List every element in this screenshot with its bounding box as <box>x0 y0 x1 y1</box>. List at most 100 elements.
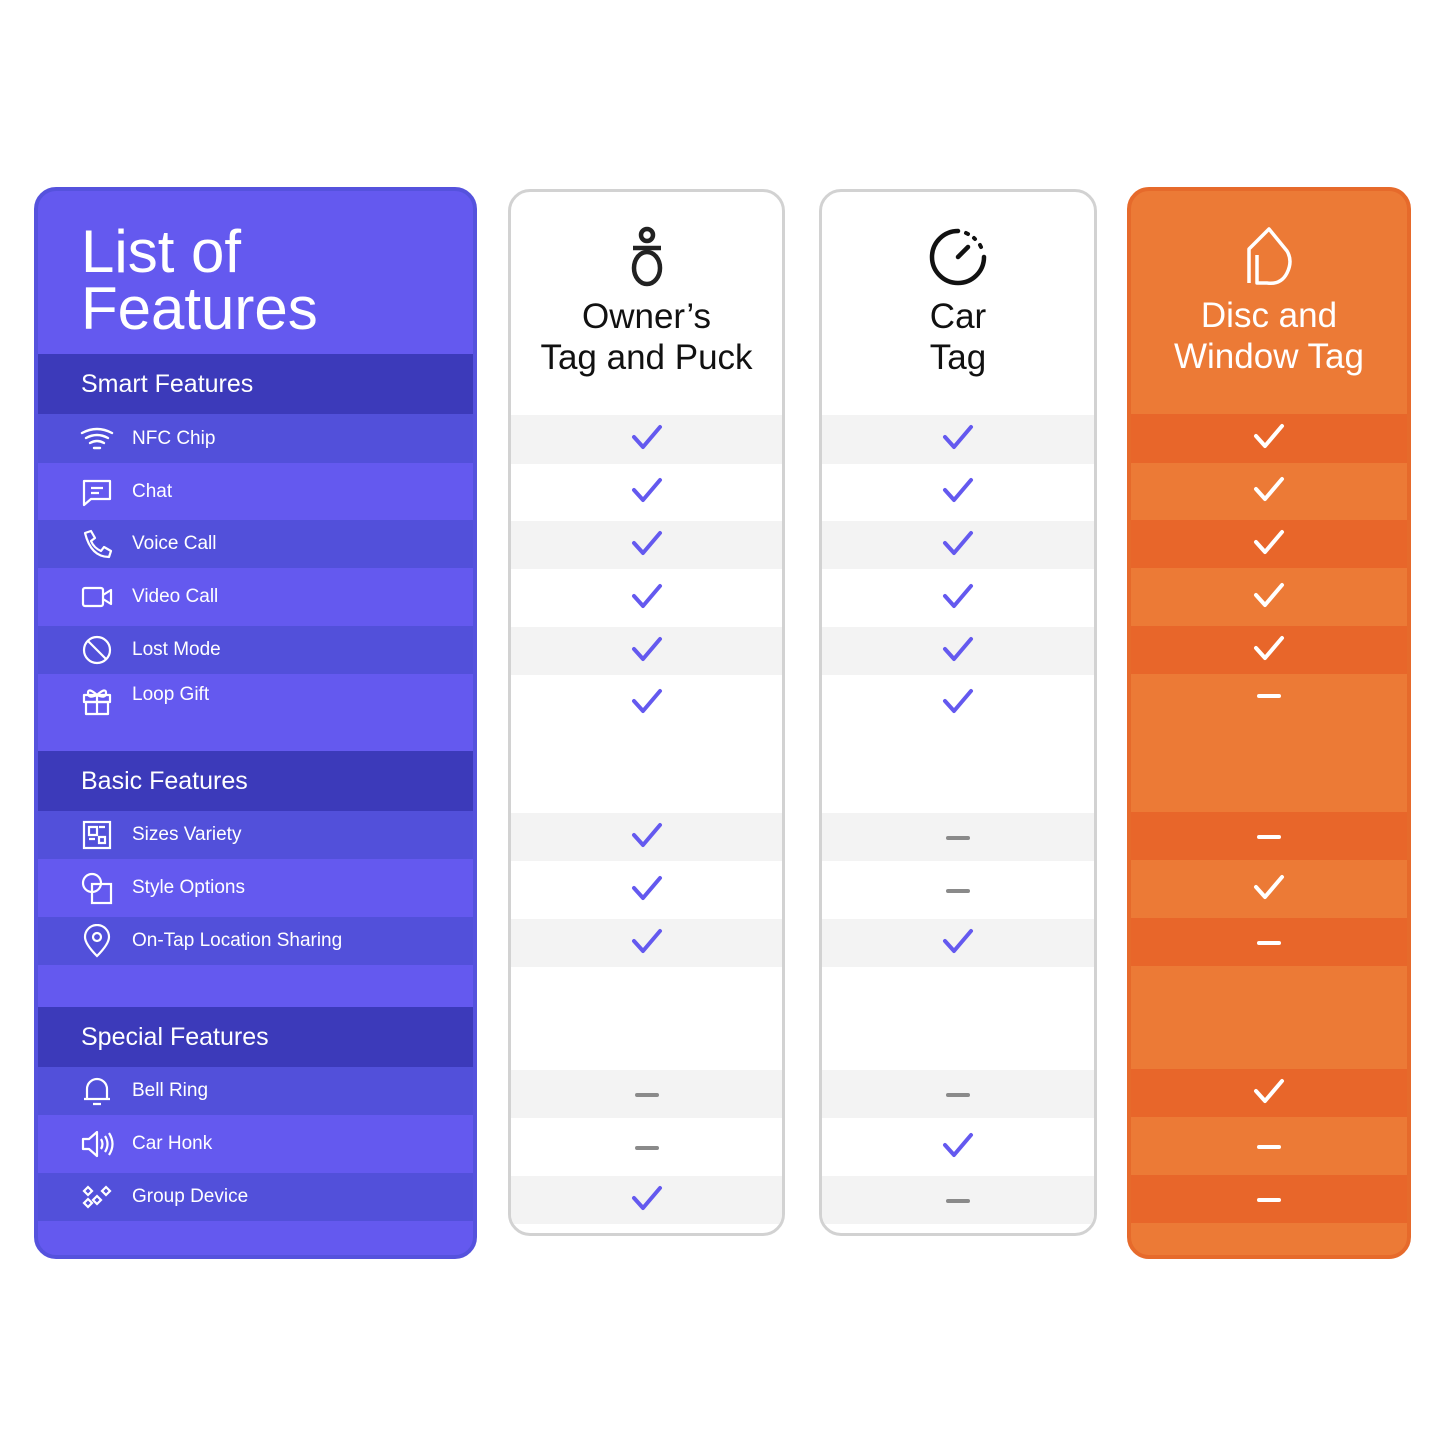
group-device-icon <box>80 1180 114 1214</box>
feature-cell <box>822 675 1094 752</box>
feature-cell <box>822 627 1094 675</box>
feature-cell <box>511 627 782 675</box>
feature-label: NFC Chip <box>132 427 216 449</box>
dash-icon <box>1256 827 1282 845</box>
section-spacer <box>1131 966 1407 1008</box>
section-header-gap <box>511 1009 782 1070</box>
check-icon <box>630 476 664 509</box>
feature-label: Style Options <box>132 877 245 898</box>
speedometer-icon <box>928 226 988 294</box>
product-header: Owner’s Tag and Puck <box>511 192 782 415</box>
gift-icon <box>80 684 114 718</box>
feature-cell <box>1131 520 1407 568</box>
feature-row: Style Options <box>38 859 473 917</box>
section-header-gap <box>822 1009 1094 1070</box>
feature-cell <box>1131 812 1407 860</box>
check-icon <box>1252 1077 1286 1110</box>
product-header: Disc and Window Tag <box>1131 191 1407 414</box>
shapes-icon <box>80 871 114 905</box>
feature-cell <box>1131 1175 1407 1223</box>
feature-cell <box>822 569 1094 627</box>
feature-cell <box>511 813 782 861</box>
feature-label: Group Device <box>132 1186 249 1207</box>
feature-cell <box>511 861 782 919</box>
feature-cell <box>1131 463 1407 520</box>
feature-cell <box>822 1176 1094 1224</box>
check-icon <box>1252 873 1286 906</box>
feature-label: Car Honk <box>132 1133 213 1154</box>
dash-icon <box>945 828 971 846</box>
section-header: Basic Features <box>38 751 473 811</box>
feature-cell <box>1131 626 1407 674</box>
feature-cell <box>511 675 782 752</box>
dash-icon <box>634 1085 660 1103</box>
section-header: Smart Features <box>38 354 473 414</box>
check-icon <box>941 423 975 456</box>
product-name: Car Tag <box>929 297 987 377</box>
dash-icon <box>1256 933 1282 951</box>
feature-cell <box>1131 1069 1407 1117</box>
house-tag-icon <box>1241 225 1297 293</box>
feature-row: On-Tap Location Sharing <box>38 917 473 965</box>
check-icon <box>941 687 975 720</box>
feature-row: Voice Call <box>38 520 473 568</box>
feature-row: Chat <box>38 463 473 520</box>
feature-cell <box>1131 1117 1407 1175</box>
check-icon <box>630 821 664 854</box>
feature-label: Voice Call <box>132 533 217 554</box>
check-icon <box>941 635 975 668</box>
feature-cell <box>1131 414 1407 463</box>
product-header: Car Tag <box>822 192 1094 415</box>
section-spacer <box>38 965 473 1007</box>
feature-cell <box>822 415 1094 464</box>
feature-cell <box>822 813 1094 861</box>
check-icon <box>941 582 975 615</box>
features-column: List of Features Smart Features NFC Chip C… <box>34 187 477 1259</box>
check-icon <box>630 687 664 720</box>
feature-cell <box>511 464 782 521</box>
check-icon <box>630 874 664 907</box>
feature-label: Chat <box>132 480 173 502</box>
page-title: List of Features <box>81 218 318 342</box>
feature-cell <box>822 919 1094 967</box>
check-icon <box>941 1131 975 1164</box>
feature-row: Loop Gift <box>38 674 473 751</box>
dash-icon <box>945 1191 971 1209</box>
feature-cell <box>511 1118 782 1176</box>
section-header-gap <box>822 752 1094 813</box>
feature-label: Bell Ring <box>132 1080 209 1101</box>
feature-cell <box>511 1176 782 1224</box>
feature-row: Car Honk <box>38 1115 473 1173</box>
check-icon <box>630 423 664 456</box>
feature-cell <box>822 464 1094 521</box>
dash-icon <box>1256 686 1282 704</box>
check-icon <box>1252 528 1286 561</box>
check-icon <box>941 529 975 562</box>
feature-cell <box>511 415 782 464</box>
check-icon <box>941 927 975 960</box>
dash-icon <box>1256 1190 1282 1208</box>
feature-cell <box>1131 568 1407 626</box>
product-column-disc-window-tag: Disc and Window Tag <box>1127 187 1411 1259</box>
feature-cell <box>1131 674 1407 751</box>
section-header-gap <box>1131 1008 1407 1069</box>
feature-row: Video Call <box>38 568 473 626</box>
puck-icon <box>627 226 667 294</box>
feature-label: Loop Gift <box>132 684 210 705</box>
section-header-gap <box>511 752 782 813</box>
feature-row: Sizes Variety <box>38 811 473 859</box>
check-icon <box>630 635 664 668</box>
feature-cell <box>1131 860 1407 918</box>
feature-cell <box>511 919 782 967</box>
bell-icon <box>80 1074 114 1108</box>
section-header: Special Features <box>38 1007 473 1067</box>
check-icon <box>1252 475 1286 508</box>
feature-label: On-Tap Location Sharing <box>132 930 343 951</box>
check-icon <box>630 529 664 562</box>
speaker-icon <box>80 1127 114 1161</box>
dash-icon <box>945 1085 971 1103</box>
chat-icon <box>80 475 114 509</box>
product-name: Owner’s Tag and Puck <box>540 297 753 377</box>
sizes-icon <box>80 818 114 852</box>
feature-row: NFC Chip <box>38 414 473 463</box>
